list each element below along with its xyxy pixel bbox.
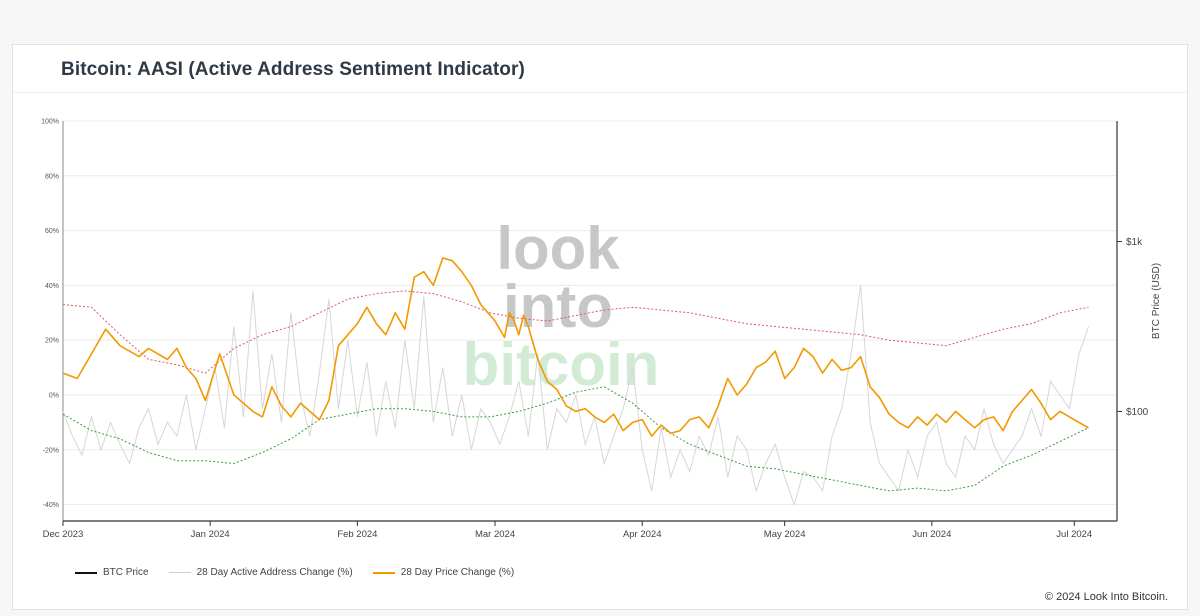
y-tick-label: -40% xyxy=(43,502,59,509)
price-change-line[interactable] xyxy=(62,257,1089,437)
chart-canvas[interactable]: 100% 80% 60% 40% 20% 0% -20% -40% Dec 2023 Jan 20… xyxy=(13,45,1189,611)
title-divider xyxy=(13,92,1187,93)
y-tick-label: 80% xyxy=(45,173,59,180)
x-tick-label: Jan 2024 xyxy=(191,529,230,540)
x-tick-label: Feb 2024 xyxy=(337,529,377,540)
legend-label-active-address: 28 Day Active Address Change (%) xyxy=(196,567,353,578)
x-tick-label: Jun 2024 xyxy=(912,529,951,540)
legend-swatch-btc-price xyxy=(75,571,97,574)
lower-band-line[interactable] xyxy=(62,386,1089,492)
right-axis-title: BTC Price (USD) xyxy=(1151,263,1162,339)
right-tick-label: $1k xyxy=(1126,237,1143,248)
legend-label-btc-price: BTC Price xyxy=(103,567,149,578)
legend-item-active-address[interactable]: 28 Day Active Address Change (%) xyxy=(168,567,353,578)
copyright-notice: © 2024 Look Into Bitcoin. xyxy=(1044,591,1168,603)
x-tick-label: Jul 2024 xyxy=(1056,529,1092,540)
legend-item-price-change[interactable]: 28 Day Price Change (%) xyxy=(372,567,515,578)
page-title: Bitcoin: AASI (Active Address Sentiment … xyxy=(61,59,525,80)
right-tick-label: $100 xyxy=(1126,407,1149,418)
upper-band-line[interactable] xyxy=(62,290,1089,374)
legend-swatch-price-change xyxy=(372,571,395,574)
legend-label-price-change: 28 Day Price Change (%) xyxy=(400,567,515,578)
legend-item-btc-price[interactable]: BTC Price xyxy=(75,567,149,578)
y-tick-label: 0% xyxy=(49,392,59,399)
x-tick-label: Mar 2024 xyxy=(475,529,515,540)
watermark-word: into xyxy=(503,273,613,340)
y-tick-label: 20% xyxy=(45,338,59,345)
legend-swatch-active-address xyxy=(168,572,191,573)
watermark-word: look xyxy=(496,215,620,282)
legend: BTC Price 28 Day Active Address Change (… xyxy=(75,567,534,578)
y-tick-label: 60% xyxy=(45,228,59,235)
x-tick-label: May 2024 xyxy=(764,529,806,540)
x-tick-label: Dec 2023 xyxy=(43,529,84,540)
chart-card: Bitcoin: AASI (Active Address Sentiment … xyxy=(12,44,1188,610)
y-tick-label: 100% xyxy=(41,119,59,126)
x-tick-label: Apr 2024 xyxy=(623,529,662,540)
active-address-change-line[interactable] xyxy=(62,285,1089,507)
y-tick-label: 40% xyxy=(45,283,59,290)
watermark-word: bitcoin xyxy=(463,331,660,398)
y-tick-label: -20% xyxy=(43,447,59,454)
